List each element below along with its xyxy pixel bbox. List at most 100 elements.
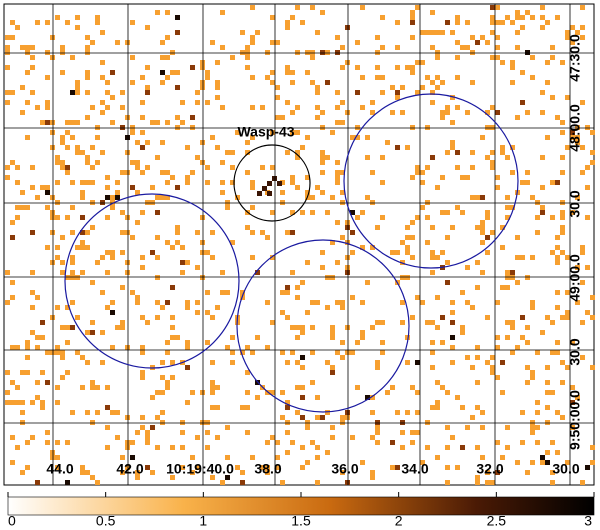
pixel (310, 50, 315, 55)
pixel (410, 10, 415, 15)
pixel (435, 85, 440, 90)
pixel (480, 240, 485, 245)
pixel (305, 190, 310, 195)
pixel (400, 275, 405, 280)
pixel (525, 170, 530, 175)
pixel (5, 165, 10, 170)
pixel (300, 385, 305, 390)
pixel (240, 30, 245, 35)
pixel (5, 35, 10, 40)
pixel (35, 195, 40, 200)
pixel (320, 170, 325, 175)
pixel (290, 325, 295, 330)
pixel (400, 430, 405, 435)
pixel (205, 420, 210, 425)
ra-label: 30.0 (552, 461, 579, 477)
pixel (410, 430, 415, 435)
pixel (20, 400, 25, 405)
pixel (560, 230, 565, 235)
pixel (105, 195, 110, 200)
pixel (340, 100, 345, 105)
pixel (495, 345, 500, 350)
pixel (325, 155, 330, 160)
pixel (550, 95, 555, 100)
pixel (560, 415, 565, 420)
pixel (555, 290, 560, 295)
pixel (65, 275, 70, 280)
pixel (170, 375, 175, 380)
pixel (460, 45, 465, 50)
pixel (290, 80, 295, 85)
pixel (195, 155, 200, 160)
pixel (60, 325, 65, 330)
pixel (585, 215, 590, 220)
pixel (170, 360, 175, 365)
pixel (560, 225, 565, 230)
pixel (165, 385, 170, 390)
pixel (360, 460, 365, 465)
pixel (355, 40, 360, 45)
pixel (335, 180, 340, 185)
pixel (5, 45, 10, 50)
pixel (140, 170, 145, 175)
pixel (145, 65, 150, 70)
pixel (50, 35, 55, 40)
pixel (515, 45, 520, 50)
pixel (330, 365, 335, 370)
pixel (590, 160, 595, 165)
pixel (410, 125, 415, 130)
pixel (190, 390, 195, 395)
pixel (555, 235, 560, 240)
pixel (290, 270, 295, 275)
pixel (200, 60, 205, 65)
pixel (170, 445, 175, 450)
pixel (225, 290, 230, 295)
pixel (265, 235, 270, 240)
pixel (210, 135, 215, 140)
ra-label: 44.0 (46, 461, 73, 477)
pixel (560, 210, 565, 215)
pixel (230, 360, 235, 365)
pixel (262, 186, 267, 191)
pixel (310, 210, 315, 215)
pixel (100, 75, 105, 80)
pixel (425, 320, 430, 325)
pixel (320, 190, 325, 195)
pixel (75, 245, 80, 250)
pixel (305, 260, 310, 265)
pixel (405, 410, 410, 415)
pixel (285, 430, 290, 435)
pixel (25, 370, 30, 375)
pixel (305, 425, 310, 430)
pixel (340, 300, 345, 305)
pixel (185, 340, 190, 345)
pixel (285, 285, 290, 290)
pixel (140, 255, 145, 260)
pixel (210, 380, 215, 385)
pixel (270, 435, 275, 440)
pixel (85, 470, 90, 475)
image-frame (3, 3, 595, 486)
pixel (585, 265, 590, 270)
pixel (145, 90, 150, 95)
pixel (60, 355, 65, 360)
pixel (15, 205, 20, 210)
pixel (580, 100, 585, 105)
pixel (295, 5, 300, 10)
pixel (10, 435, 15, 440)
pixel (465, 45, 470, 50)
pixel (277, 181, 282, 186)
pixel (495, 45, 500, 50)
pixel (185, 260, 190, 265)
pixel (140, 265, 145, 270)
pixel (160, 360, 165, 365)
pixel (240, 290, 245, 295)
pixel (270, 210, 275, 215)
pixel (185, 180, 190, 185)
pixel (415, 215, 420, 220)
pixel (340, 235, 345, 240)
pixel (90, 420, 95, 425)
pixel (490, 20, 495, 25)
pixel (300, 445, 305, 450)
